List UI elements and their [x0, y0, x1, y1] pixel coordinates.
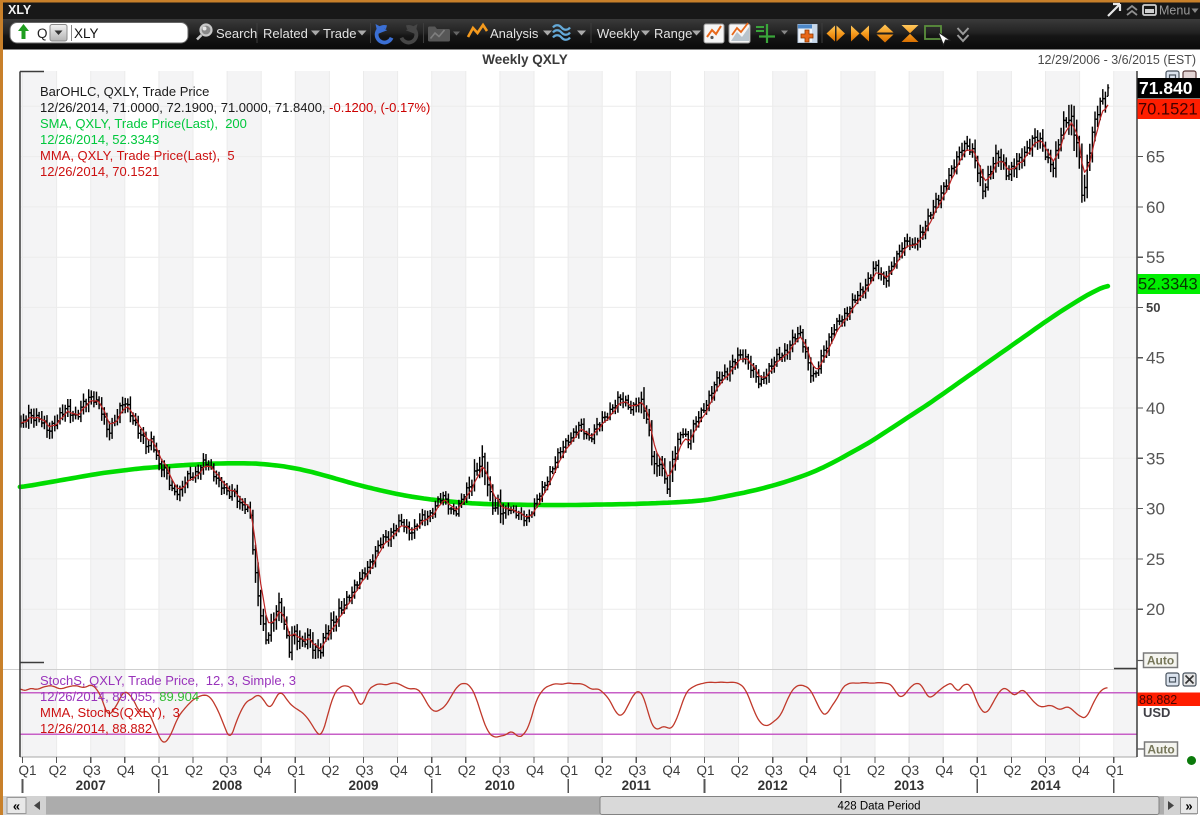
svg-text:»: »: [1185, 799, 1192, 814]
svg-text:StochS, QXLY, Trade Price, 12: StochS, QXLY, Trade Price, 12, 3, Simple…: [40, 673, 296, 688]
svg-text:Q: Q: [37, 26, 48, 41]
svg-text:Search: Search: [216, 26, 257, 41]
svg-text:Analysis: Analysis: [490, 26, 539, 41]
svg-text:Q3: Q3: [83, 763, 101, 778]
svg-text:Q4: Q4: [390, 763, 409, 778]
svg-text:Weekly QXLY: Weekly QXLY: [482, 52, 568, 67]
svg-text:Q1: Q1: [833, 763, 851, 778]
svg-text:Auto: Auto: [1147, 742, 1174, 756]
svg-text:20: 20: [1146, 600, 1165, 619]
svg-text:2009: 2009: [348, 778, 378, 793]
svg-text:45: 45: [1146, 349, 1165, 368]
svg-text:40: 40: [1146, 399, 1165, 418]
svg-text:SMA, QXLY, Trade Price(Last),: SMA, QXLY, Trade Price(Last), 200: [40, 116, 247, 131]
svg-text:35: 35: [1146, 449, 1165, 468]
svg-text:71.840: 71.840: [1139, 78, 1193, 98]
svg-text:2010: 2010: [485, 778, 515, 793]
svg-text:2014: 2014: [1030, 778, 1061, 793]
svg-text:88.882: 88.882: [1139, 693, 1177, 707]
svg-text:30: 30: [1146, 500, 1165, 519]
svg-text:12/26/2014, 88.882: 12/26/2014, 88.882: [40, 721, 152, 736]
svg-text:Q2: Q2: [731, 763, 749, 778]
svg-text:Auto: Auto: [1147, 654, 1174, 668]
svg-text:Q1: Q1: [696, 763, 714, 778]
svg-text:MMA, StochS(QXLY), 3: MMA, StochS(QXLY), 3: [40, 705, 180, 720]
svg-text:Q1: Q1: [287, 763, 305, 778]
svg-text:Q3: Q3: [1037, 763, 1055, 778]
svg-text:Q4: Q4: [662, 763, 681, 778]
svg-text:Q1: Q1: [560, 763, 578, 778]
svg-text:Q4: Q4: [799, 763, 818, 778]
svg-text:Q1: Q1: [151, 763, 169, 778]
svg-text:Q2: Q2: [1003, 763, 1021, 778]
svg-text:60: 60: [1146, 198, 1165, 217]
svg-text:USD: USD: [1143, 705, 1170, 720]
svg-text:52.3343: 52.3343: [1138, 276, 1198, 294]
svg-text:428 Data Period: 428 Data Period: [837, 801, 920, 813]
svg-text:Q4: Q4: [117, 763, 136, 778]
svg-text:50: 50: [1146, 300, 1160, 315]
svg-text:«: «: [13, 799, 20, 814]
svg-text:2007: 2007: [76, 778, 106, 793]
svg-text:Q3: Q3: [628, 763, 646, 778]
svg-text:2008: 2008: [212, 778, 243, 793]
svg-text:Trade: Trade: [323, 26, 356, 41]
svg-text:XLY: XLY: [8, 3, 32, 17]
svg-text:Weekly: Weekly: [597, 26, 640, 41]
svg-text:Q2: Q2: [458, 763, 476, 778]
svg-text:BarOHLC, QXLY, Trade Price: BarOHLC, QXLY, Trade Price: [40, 84, 209, 99]
svg-text:XLY: XLY: [74, 26, 99, 41]
svg-text:Q4: Q4: [1072, 763, 1091, 778]
svg-text:Q1: Q1: [424, 763, 442, 778]
svg-text:2012: 2012: [758, 778, 788, 793]
svg-text:12/26/2014, 70.1521: 12/26/2014, 70.1521: [40, 164, 159, 179]
svg-text:55: 55: [1146, 248, 1165, 267]
svg-text:Q3: Q3: [765, 763, 783, 778]
svg-text:Q4: Q4: [935, 763, 954, 778]
svg-text:Q2: Q2: [867, 763, 885, 778]
svg-text:Range: Range: [654, 26, 692, 41]
svg-text:Related: Related: [263, 26, 308, 41]
svg-text:Q3: Q3: [355, 763, 373, 778]
svg-text:65: 65: [1146, 148, 1165, 167]
svg-text:Q2: Q2: [49, 763, 67, 778]
svg-text:12/26/2014, 71.0000, 72.1900,: 12/26/2014, 71.0000, 72.1900, 71.0000, 7…: [40, 100, 430, 115]
svg-text:Q4: Q4: [253, 763, 272, 778]
svg-text:12/29/2006 - 3/6/2015 (EST): 12/29/2006 - 3/6/2015 (EST): [1038, 53, 1196, 67]
svg-text:Q3: Q3: [492, 763, 510, 778]
svg-text:Q1: Q1: [1106, 763, 1124, 778]
svg-text:Q2: Q2: [185, 763, 203, 778]
svg-text:12/26/2014, 52.3343: 12/26/2014, 52.3343: [40, 132, 159, 147]
svg-text:Q1: Q1: [18, 763, 36, 778]
svg-text:Q1: Q1: [969, 763, 987, 778]
svg-text:Q2: Q2: [594, 763, 612, 778]
svg-text:Menu: Menu: [1159, 4, 1190, 18]
svg-text:2013: 2013: [894, 778, 925, 793]
svg-text:Q3: Q3: [219, 763, 237, 778]
svg-text:12/26/2014, 89.055, 89.904: 12/26/2014, 89.055, 89.904: [40, 689, 199, 704]
svg-text:MMA, QXLY, Trade Price(Last),: MMA, QXLY, Trade Price(Last), 5: [40, 148, 235, 163]
svg-text:Q4: Q4: [526, 763, 545, 778]
svg-text:70.1521: 70.1521: [1138, 101, 1198, 119]
svg-text:Q2: Q2: [321, 763, 339, 778]
svg-text:Q3: Q3: [901, 763, 919, 778]
svg-text:25: 25: [1146, 550, 1165, 569]
svg-text:2011: 2011: [622, 778, 652, 793]
